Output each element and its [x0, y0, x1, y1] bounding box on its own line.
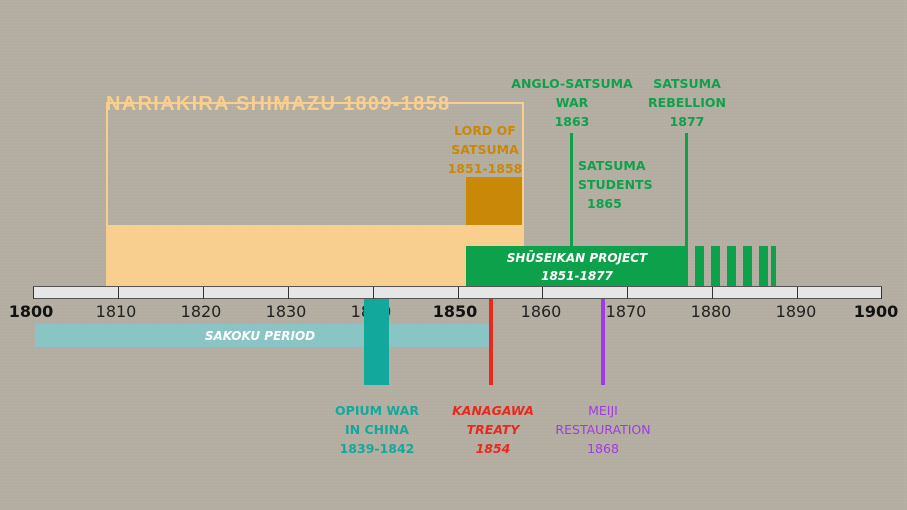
- axis-tick: [797, 287, 798, 299]
- axis-year-label: 1900: [853, 302, 899, 321]
- axis-year-label: 1810: [95, 302, 137, 321]
- axis-tick: [627, 287, 628, 299]
- axis-year-label: 1880: [690, 302, 732, 321]
- anglo-satsuma-war-label: ANGLO-SATSUMA WAR 1863: [505, 74, 639, 131]
- shuseikan-line-1: SHŪSEIKAN PROJECT: [506, 251, 648, 265]
- anglo-line-3: 1863: [554, 114, 590, 129]
- axis-year-label: 1850: [432, 302, 478, 321]
- shuseikan-project-bar: [466, 246, 688, 286]
- meiji-line-1: MEIJI: [588, 403, 618, 418]
- nariakira-lifespan-bar: [106, 225, 524, 286]
- axis-year-label: 1860: [520, 302, 562, 321]
- anglo-line-2: WAR: [555, 95, 589, 110]
- axis-tick: [118, 287, 119, 299]
- satsuma-rebellion-label: SATSUMA REBELLION 1877: [640, 74, 734, 131]
- shuseikan-stripe: [695, 246, 704, 286]
- students-line-2: STUDENTS: [578, 177, 653, 192]
- students-line-3: 1865: [587, 196, 622, 211]
- lord-line-2: SATSUMA: [451, 142, 519, 157]
- shuseikan-line-2: 1851-1877: [541, 269, 613, 283]
- axis-tick: [712, 287, 713, 299]
- satsuma-rebellion-marker: [685, 133, 688, 247]
- axis-tick: [542, 287, 543, 299]
- lord-of-satsuma-label: LORD OF SATSUMA 1851-1858: [432, 121, 538, 178]
- shuseikan-stripe: [711, 246, 720, 286]
- axis-tick: [288, 287, 289, 299]
- shuseikan-stripe: [727, 246, 736, 286]
- shuseikan-stripe: [771, 246, 776, 286]
- nariakira-lifespan-bracket: [106, 102, 524, 225]
- kanagawa-line-3: 1854: [475, 441, 511, 456]
- opium-war-bar: [364, 299, 389, 385]
- opium-line-2: IN CHINA: [345, 422, 409, 437]
- axis-year-label: 1870: [605, 302, 647, 321]
- shuseikan-project-label: SHŪSEIKAN PROJECT 1851-1877: [466, 249, 688, 285]
- anglo-satsuma-war-marker: [570, 133, 573, 247]
- axis-tick: [881, 287, 882, 299]
- kanagawa-treaty-marker: [489, 299, 493, 385]
- sakoku-period-label: SAKOKU PERIOD: [204, 329, 316, 343]
- opium-war-label: OPIUM WAR IN CHINA 1839-1842: [317, 401, 437, 458]
- kanagawa-line-2: TREATY: [466, 422, 520, 437]
- nariakira-title: NARIAKIRA SHIMAZU 1809-1858: [106, 93, 451, 115]
- opium-line-1: OPIUM WAR: [335, 403, 419, 418]
- shuseikan-stripe: [759, 246, 768, 286]
- shuseikan-stripe: [743, 246, 752, 286]
- axis-tick: [373, 287, 374, 299]
- meiji-line-2: RESTAURATION: [555, 422, 651, 437]
- kanagawa-treaty-label: KANAGAWA TREATY 1854: [443, 401, 543, 458]
- meiji-restoration-marker: [601, 299, 605, 385]
- axis-year-label: 1800: [8, 302, 54, 321]
- axis-year-label: 1820: [180, 302, 222, 321]
- axis-tick: [458, 287, 459, 299]
- lord-line-3: 1851-1858: [447, 161, 523, 176]
- opium-line-3: 1839-1842: [339, 441, 415, 456]
- students-line-1: SATSUMA: [578, 158, 646, 173]
- axis-tick: [203, 287, 204, 299]
- rebellion-line-1: SATSUMA: [653, 76, 721, 91]
- rebellion-line-3: 1877: [669, 114, 705, 129]
- axis-tick: [33, 287, 34, 299]
- satsuma-students-label: SATSUMA STUDENTS 1865: [578, 156, 666, 213]
- lord-line-1: LORD OF: [454, 123, 516, 138]
- meiji-line-3: 1868: [587, 441, 619, 456]
- kanagawa-line-1: KANAGAWA: [452, 403, 534, 418]
- meiji-restoration-label: MEIJI RESTAURATION 1868: [540, 401, 666, 458]
- axis-year-label: 1830: [265, 302, 307, 321]
- rebellion-line-2: REBELLION: [648, 95, 726, 110]
- lord-of-satsuma-bar: [466, 177, 522, 225]
- axis-year-label: 1890: [775, 302, 817, 321]
- anglo-line-1: ANGLO-SATSUMA: [511, 76, 633, 91]
